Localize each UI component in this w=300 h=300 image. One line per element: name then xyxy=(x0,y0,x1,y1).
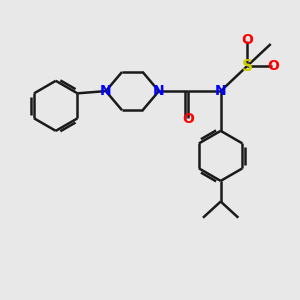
Text: N: N xyxy=(215,84,226,98)
Text: N: N xyxy=(153,84,165,98)
Text: O: O xyxy=(182,112,194,126)
Text: N: N xyxy=(100,84,112,98)
Text: O: O xyxy=(241,33,253,46)
Text: O: O xyxy=(268,59,280,73)
Text: S: S xyxy=(242,58,253,74)
